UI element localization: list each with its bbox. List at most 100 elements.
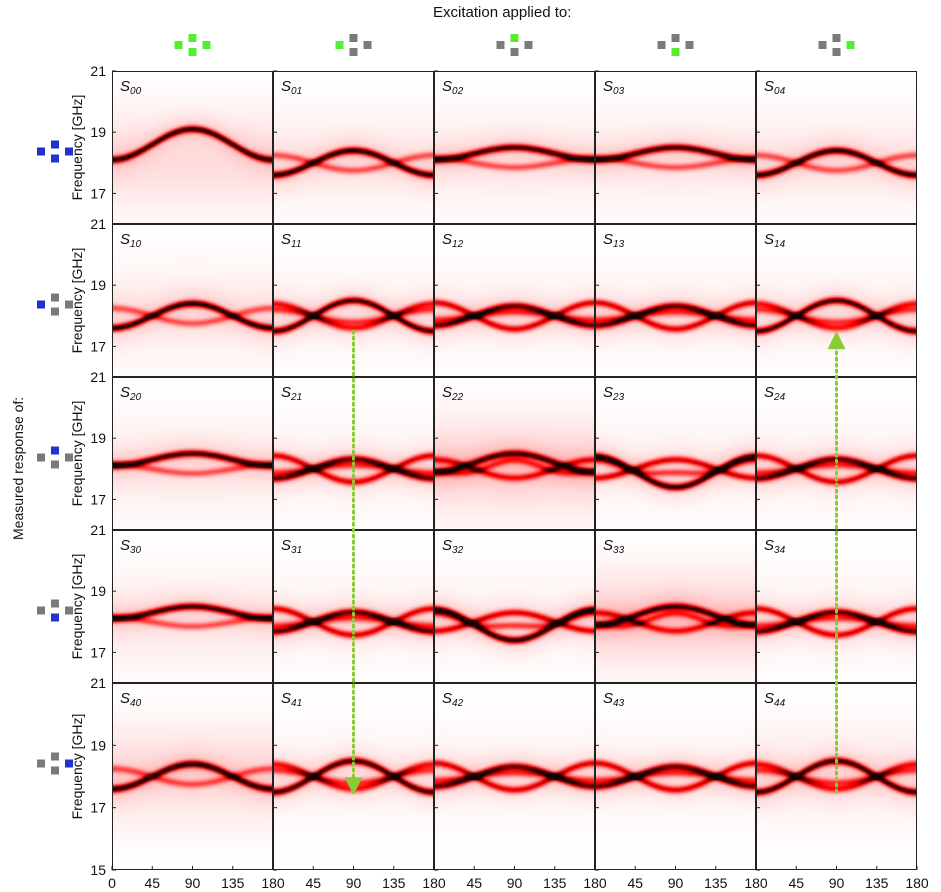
panel-frame [112,377,273,530]
x-tick-label: 180 [422,875,446,891]
marker-square [65,453,73,462]
panel-label-s12: S12 [442,231,464,250]
heatmap-panel-s30 [112,530,273,683]
marker-square [37,300,45,309]
heatmap-panel-s04 [756,71,917,224]
marker-square [51,140,59,149]
x-tick-label: 90 [829,875,845,891]
marker-square [349,48,358,56]
y-axis-label: Frequency [GHz] [69,95,85,201]
heatmap-panel-s01 [273,71,434,224]
measured-marker-4 [37,752,73,775]
measured-marker-0 [37,140,73,163]
marker-square [335,41,344,49]
measured-marker-2 [37,446,73,469]
y-axis-label: Frequency [GHz] [69,401,85,507]
panel-label-s04: S04 [764,78,786,97]
marker-square [671,34,680,42]
heatmap-panel-s43 [595,683,756,870]
x-tick-label: 90 [185,875,201,891]
panel-label-s03: S03 [603,78,625,97]
marker-square [51,613,59,622]
marker-square [37,759,45,768]
panel-label-s14: S14 [764,231,786,250]
marker-square [51,154,59,163]
y-tick-label: 19 [90,737,106,753]
arrow-head [827,331,846,350]
marker-square [685,41,694,49]
marker-square [51,599,59,608]
y-tick-label: 15 [90,862,106,878]
marker-square [349,34,358,42]
panel-label-s34: S34 [764,537,786,556]
x-tick-label: 90 [668,875,684,891]
excitation-marker-3 [657,34,694,56]
y-axis-label: Frequency [GHz] [69,554,85,660]
panel-label-s01: S01 [281,78,302,97]
excitation-marker-0 [174,34,211,56]
heatmap-panel-s32 [434,530,595,683]
panel-label-s13: S13 [603,231,625,250]
x-tick-label: 45 [144,875,160,891]
panel-frame [595,71,756,224]
panel-frame [112,71,273,224]
marker-square [51,752,59,761]
panel-frame [112,224,273,377]
marker-square [65,759,73,768]
heatmap-panel-s12 [434,224,595,377]
y-tick-label: 19 [90,277,106,293]
marker-square [496,41,505,49]
x-tick-label: 180 [261,875,285,891]
marker-square [174,41,183,49]
panel-frame [273,71,434,224]
dotted-arrow-1 [827,331,846,794]
heatmap-panel-s20 [112,377,273,530]
marker-square [818,41,827,49]
panel-label-s30: S30 [120,537,142,556]
panel-frame [434,71,595,224]
x-tick-label: 135 [543,875,567,891]
x-tick-label: 180 [905,875,929,891]
panel-label-s40: S40 [120,690,142,709]
y-tick-label: 17 [90,185,106,201]
marker-square [51,460,59,469]
measured-marker-3 [37,599,73,622]
heatmap-panel-s02 [434,71,595,224]
heatmap-panel-s13 [595,224,756,377]
y-tick-label: 21 [90,522,106,538]
heatmap-panel-s00 [112,71,273,224]
heatmap-panel-s23 [595,377,756,530]
panel-label-s22: S22 [442,384,464,403]
y-axis-label: Frequency [GHz] [69,248,85,354]
panel-label-s10: S10 [120,231,142,250]
heatmap-panel-s40 [112,683,273,870]
x-tick-label: 135 [382,875,406,891]
marker-square [510,48,519,56]
marker-square [671,48,680,56]
x-tick-label: 135 [221,875,245,891]
arrow-head [344,777,363,796]
heatmap-panel-s10 [112,224,273,377]
measured-marker-1 [37,293,73,316]
panel-frame [434,530,595,683]
panel-label-s23: S23 [603,384,625,403]
panel-label-s31: S31 [281,537,302,556]
marker-square [37,453,45,462]
y-tick-label: 17 [90,338,106,354]
panel-label-s00: S00 [120,78,142,97]
marker-square [51,446,59,455]
x-tick-label: 180 [744,875,768,891]
y-tick-label: 21 [90,63,106,79]
marker-square [51,307,59,316]
y-tick-label: 17 [90,644,106,660]
panel-label-s44: S44 [764,690,786,709]
marker-square [363,41,372,49]
marker-square [37,606,45,615]
x-tick-label: 180 [583,875,607,891]
panel-label-s32: S32 [442,537,464,556]
marker-square [657,41,666,49]
marker-square [832,48,841,56]
marker-square [65,606,73,615]
excitation-marker-4 [818,34,855,56]
panel-frame [595,530,756,683]
